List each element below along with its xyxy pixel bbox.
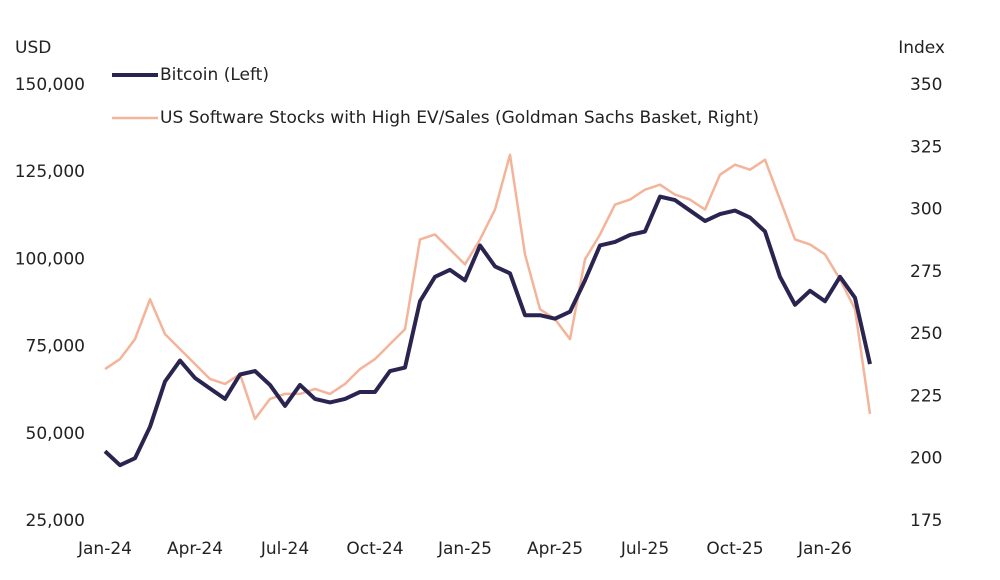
y-tick-label: 50,000	[26, 424, 85, 444]
y2-tick-label: 250	[910, 324, 942, 344]
series-line	[104, 153, 872, 421]
y-tick-label: 125,000	[15, 162, 85, 182]
x-tick-label: Jan-26	[797, 539, 852, 559]
legend-label: US Software Stocks with High EV/Sales (G…	[160, 108, 759, 128]
x-tick-label: Jul-24	[260, 539, 309, 559]
series-line	[103, 194, 872, 468]
x-tick-label: Oct-25	[706, 539, 763, 559]
x-tick-label: Jan-25	[437, 539, 492, 559]
legend-label: Bitcoin (Left)	[160, 65, 269, 85]
y2-tick-label: 325	[910, 137, 942, 157]
y-tick-label: 75,000	[26, 337, 85, 357]
y2-tick-label: 175	[910, 511, 942, 531]
y-tick-label: 150,000	[15, 75, 85, 95]
y2-tick-label: 300	[910, 200, 942, 220]
y-axis-title: USD	[15, 38, 51, 58]
y2-tick-label: 275	[910, 262, 942, 282]
y2-tick-label: 225	[910, 386, 942, 406]
x-tick-label: Jan-24	[77, 539, 132, 559]
x-tick-label: Jul-25	[620, 539, 669, 559]
y2-tick-label: 350	[910, 75, 942, 95]
x-tick-label: Apr-24	[167, 539, 223, 559]
y-tick-label: 100,000	[15, 249, 85, 269]
y2-axis-title: Index	[898, 38, 945, 58]
y-tick-label: 25,000	[26, 511, 85, 531]
y2-tick-label: 200	[910, 449, 942, 469]
x-tick-label: Oct-24	[346, 539, 403, 559]
x-tick-label: Apr-25	[527, 539, 583, 559]
